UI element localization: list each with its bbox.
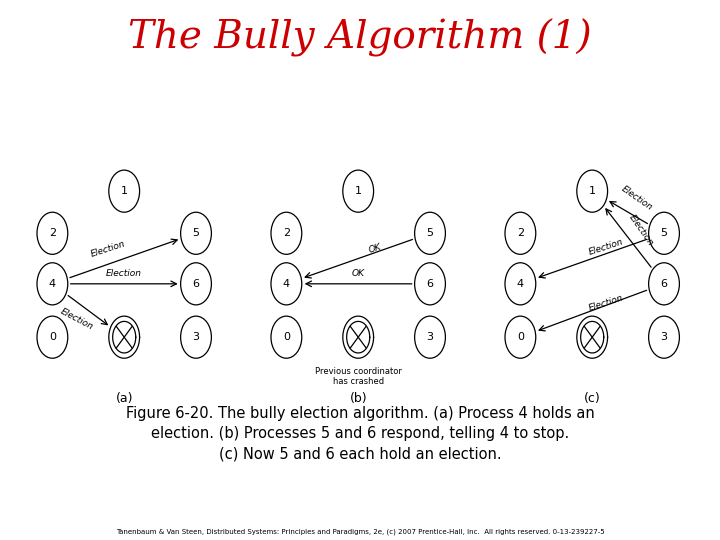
Text: 0: 0 bbox=[49, 332, 56, 342]
Text: Election: Election bbox=[620, 184, 654, 212]
Text: The Bully Algorithm (1): The Bully Algorithm (1) bbox=[128, 19, 592, 57]
Text: 5: 5 bbox=[660, 228, 667, 238]
Text: 3: 3 bbox=[192, 332, 199, 342]
Circle shape bbox=[577, 170, 608, 212]
Circle shape bbox=[37, 263, 68, 305]
Text: 5: 5 bbox=[192, 228, 199, 238]
Text: 6: 6 bbox=[660, 279, 667, 289]
Text: Tanenbaum & Van Steen, Distributed Systems: Principles and Paradigms, 2e, (c) 20: Tanenbaum & Van Steen, Distributed Syste… bbox=[116, 528, 604, 535]
Text: 4: 4 bbox=[49, 279, 56, 289]
Circle shape bbox=[505, 212, 536, 254]
Text: Previous coordinator
has crashed: Previous coordinator has crashed bbox=[315, 367, 402, 386]
Text: Election: Election bbox=[59, 307, 95, 332]
Text: election. (b) Processes 5 and 6 respond, telling 4 to stop.: election. (b) Processes 5 and 6 respond,… bbox=[151, 426, 569, 441]
Text: 1: 1 bbox=[121, 186, 127, 196]
Circle shape bbox=[505, 316, 536, 358]
Text: 6: 6 bbox=[426, 279, 433, 289]
Circle shape bbox=[271, 316, 302, 358]
Text: Election: Election bbox=[627, 213, 655, 248]
Circle shape bbox=[271, 263, 302, 305]
Circle shape bbox=[37, 316, 68, 358]
Text: OK: OK bbox=[351, 269, 365, 279]
Text: 2: 2 bbox=[283, 228, 290, 238]
Circle shape bbox=[415, 316, 446, 358]
Text: 5: 5 bbox=[426, 228, 433, 238]
Circle shape bbox=[415, 212, 446, 254]
Circle shape bbox=[505, 263, 536, 305]
Circle shape bbox=[649, 263, 680, 305]
Circle shape bbox=[271, 212, 302, 254]
Polygon shape bbox=[109, 316, 140, 358]
Text: (c): (c) bbox=[584, 392, 600, 404]
Text: Figure 6-20. The bully election algorithm. (a) Process 4 holds an: Figure 6-20. The bully election algorith… bbox=[125, 406, 595, 421]
Text: Election: Election bbox=[588, 294, 625, 313]
Text: OK: OK bbox=[367, 242, 382, 255]
Circle shape bbox=[649, 316, 680, 358]
Text: Election: Election bbox=[89, 239, 126, 259]
Polygon shape bbox=[577, 316, 608, 358]
Circle shape bbox=[181, 212, 212, 254]
Circle shape bbox=[181, 316, 212, 358]
Text: (c) Now 5 and 6 each hold an election.: (c) Now 5 and 6 each hold an election. bbox=[219, 446, 501, 461]
Text: Election: Election bbox=[106, 269, 142, 279]
Polygon shape bbox=[343, 316, 374, 358]
Text: 2: 2 bbox=[517, 228, 524, 238]
Text: 2: 2 bbox=[49, 228, 56, 238]
Circle shape bbox=[109, 170, 140, 212]
Text: Election: Election bbox=[588, 238, 625, 257]
Circle shape bbox=[649, 212, 680, 254]
Text: 3: 3 bbox=[660, 332, 667, 342]
Text: 0: 0 bbox=[283, 332, 290, 342]
Text: (b): (b) bbox=[349, 392, 367, 404]
Circle shape bbox=[37, 212, 68, 254]
Text: 4: 4 bbox=[517, 279, 524, 289]
Text: (a): (a) bbox=[115, 392, 133, 404]
Text: 4: 4 bbox=[283, 279, 290, 289]
Circle shape bbox=[415, 263, 446, 305]
Text: 0: 0 bbox=[517, 332, 524, 342]
Text: 1: 1 bbox=[355, 186, 361, 196]
Circle shape bbox=[181, 263, 212, 305]
Circle shape bbox=[343, 170, 374, 212]
Text: 6: 6 bbox=[192, 279, 199, 289]
Text: 3: 3 bbox=[426, 332, 433, 342]
Text: 1: 1 bbox=[589, 186, 595, 196]
